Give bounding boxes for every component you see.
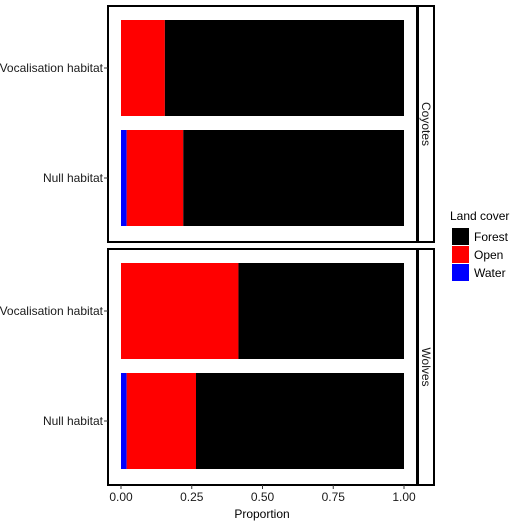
x-axis-title: Proportion: [234, 507, 289, 521]
y-tick-label: Null habitat: [43, 171, 104, 185]
facet-strip: [417, 248, 435, 486]
bar-segment-forest: [238, 263, 404, 359]
x-tick-label: 0.25: [180, 490, 204, 504]
facet-strip-label: Coyotes: [419, 102, 433, 146]
legend-key-water: [452, 264, 469, 281]
x-tick-label: 0.00: [109, 490, 133, 504]
y-tick-label: Vocalisation habitat: [0, 61, 104, 75]
legend-label-forest: Forest: [474, 230, 509, 244]
x-axis: 0.00 0.25 0.50 0.75 1.00: [109, 485, 416, 504]
facet-strip-label: Wolves: [419, 347, 433, 386]
x-tick-label: 0.50: [251, 490, 275, 504]
legend: Land cover Forest Open Water: [450, 209, 509, 281]
bar-segment-open: [121, 263, 239, 359]
legend-key-forest: [452, 228, 469, 245]
bar-segment-open: [121, 20, 165, 116]
facet-panel-wolves: Wolves Vocalisation habitat Null habitat: [0, 248, 435, 486]
y-tick-label: Vocalisation habitat: [0, 304, 104, 318]
bar-segment-forest: [195, 373, 404, 469]
bar-segment-water: [121, 373, 127, 469]
y-tick-label: Null habitat: [43, 414, 104, 428]
legend-label-open: Open: [474, 248, 503, 262]
facet-strip: [417, 5, 435, 243]
bar-segment-open: [126, 130, 184, 226]
bar-segment-forest: [183, 130, 404, 226]
legend-title: Land cover: [450, 209, 509, 223]
legend-label-water: Water: [474, 266, 506, 280]
facet-panel-coyotes: Coyotes Vocalisation habitat Null habitat: [0, 5, 435, 243]
x-tick-label: 1.00: [392, 490, 416, 504]
bar-segment-forest: [164, 20, 404, 116]
legend-key-open: [452, 246, 469, 263]
x-tick-label: 0.75: [322, 490, 346, 504]
bar-segment-open: [126, 373, 196, 469]
bar-segment-water: [121, 130, 127, 226]
